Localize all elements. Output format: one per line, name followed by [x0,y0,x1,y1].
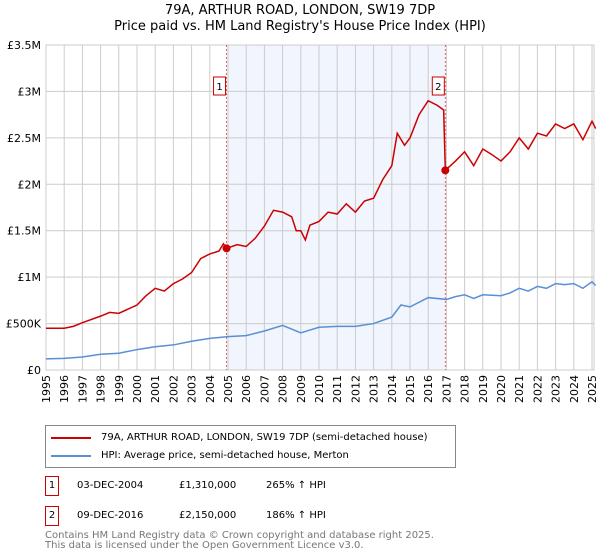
y-tick-label: £3.5M [7,39,41,52]
sale-row: 1 03-DEC-2004 £1,310,000 265% ↑ HPI [45,476,545,496]
legend-label: 79A, ARTHUR ROAD, LONDON, SW19 7DP (semi… [101,432,428,443]
footer-line: This data is licensed under the Open Gov… [45,540,364,551]
shaded-period [226,45,446,370]
sale-hpi: 186% ↑ HPI [266,510,326,521]
x-tick-label: 2009 [295,375,308,403]
y-tick-label: £2.5M [7,132,41,145]
sale-label: 1 [216,82,222,93]
legend-swatch [51,436,91,439]
x-tick-label: 1999 [113,375,126,403]
x-tick-label: 2004 [204,375,217,403]
chart-subtitle: Price paid vs. HM Land Registry's House … [114,19,486,34]
x-tick-label: 2019 [477,375,490,403]
x-tick-label: 1996 [58,375,71,403]
x-tick-label: 2007 [258,375,271,403]
legend-label: HPI: Average price, semi-detached house,… [101,450,349,461]
x-tick-label: 2018 [459,375,472,403]
x-tick-label: 2025 [586,375,599,403]
chart-title: 79A, ARTHUR ROAD, LONDON, SW19 7DP [164,3,436,18]
x-tick-label: 2015 [404,375,417,403]
y-tick-label: £1M [18,271,42,284]
x-tick-label: 2014 [386,375,399,403]
x-tick-label: 2023 [550,375,563,403]
x-tick-label: 2005 [222,375,235,403]
series-line-property [46,99,597,329]
sale-label: 2 [435,82,441,93]
sale-hpi: 265% ↑ HPI [266,480,326,491]
y-tick-label: £2M [18,178,42,191]
sale-point [222,244,231,253]
x-tick-label: 2001 [149,375,162,403]
sale-row: 2 09-DEC-2016 £2,150,000 186% ↑ HPI [45,506,545,526]
x-tick-label: 1997 [76,375,89,403]
sale-label-box [431,76,445,96]
x-tick-label: 1995 [40,375,53,403]
legend-item-hpi: HPI: Average price, semi-detached house,… [51,447,349,464]
sale-point [441,166,450,175]
footer-line: Contains HM Land Registry data © Crown c… [45,530,434,541]
legend-swatch [51,454,91,457]
y-tick-label: £3M [18,85,42,98]
x-tick-label: 2003 [186,375,199,403]
x-tick-label: 2012 [349,375,362,403]
x-tick-label: 1998 [95,375,108,403]
x-tick-label: 2017 [440,375,453,403]
x-tick-label: 2013 [368,375,381,403]
x-tick-label: 2011 [331,375,344,403]
footer: Contains HM Land Registry data © Crown c… [45,531,434,551]
x-tick-label: 2022 [531,375,544,403]
sale-marker: 1 [45,476,59,496]
legend-item-property: 79A, ARTHUR ROAD, LONDON, SW19 7DP (semi… [51,429,428,446]
legend: 79A, ARTHUR ROAD, LONDON, SW19 7DP (semi… [45,425,456,468]
sale-marker: 2 [45,506,59,526]
y-tick-label: £500K [6,318,42,331]
price-chart: £0 £500K £1M £1.5M £2M £2.5M £3M £3.5M 1995 1996 1… [6,39,599,403]
x-tick-label: 2021 [513,375,526,403]
x-tick-label: 2016 [422,375,435,403]
x-tick-label: 2020 [495,375,508,403]
series-line-hpi [45,280,597,360]
x-tick-label: 2010 [313,375,326,403]
sale-date: 03-DEC-2004 [77,480,144,491]
y-tick-label: £0 [27,364,41,377]
sale-price: £2,150,000 [179,510,237,521]
plot-frame [45,44,595,371]
sale-label-box [213,76,227,96]
x-tick-label: 2000 [131,375,144,403]
x-tick-label: 2006 [240,375,253,403]
x-tick-label: 2024 [568,375,581,403]
sale-price: £1,310,000 [179,480,237,491]
y-tick-label: £1.5M [7,225,41,238]
x-tick-label: 2002 [167,375,180,403]
x-tick-label: 2008 [277,375,290,403]
sale-date: 09-DEC-2016 [77,510,144,521]
